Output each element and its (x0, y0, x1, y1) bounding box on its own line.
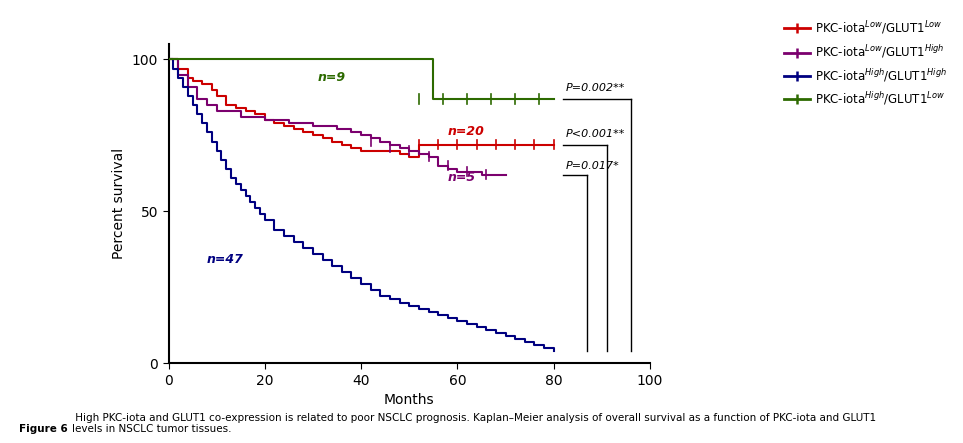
Text: n=9: n=9 (318, 71, 346, 84)
Text: n=5: n=5 (448, 171, 476, 184)
Text: P<0.001**: P<0.001** (566, 129, 625, 139)
Text: Figure 6: Figure 6 (19, 424, 68, 434)
Text: n=47: n=47 (207, 253, 244, 266)
Y-axis label: Percent survival: Percent survival (112, 148, 126, 259)
Legend: PKC-iota$^{Low}$/GLUT1$^{Low}$, PKC-iota$^{Low}$/GLUT1$^{High}$, PKC-iota$^{High: PKC-iota$^{Low}$/GLUT1$^{Low}$, PKC-iota… (784, 19, 948, 107)
Text: High PKC-iota and GLUT1 co-expression is related to poor NSCLC prognosis. Kaplan: High PKC-iota and GLUT1 co-expression is… (72, 412, 876, 434)
X-axis label: Months: Months (384, 393, 434, 407)
Text: P=0.017*: P=0.017* (566, 161, 619, 171)
Text: n=20: n=20 (448, 125, 484, 138)
Text: P=0.002**: P=0.002** (566, 83, 625, 93)
